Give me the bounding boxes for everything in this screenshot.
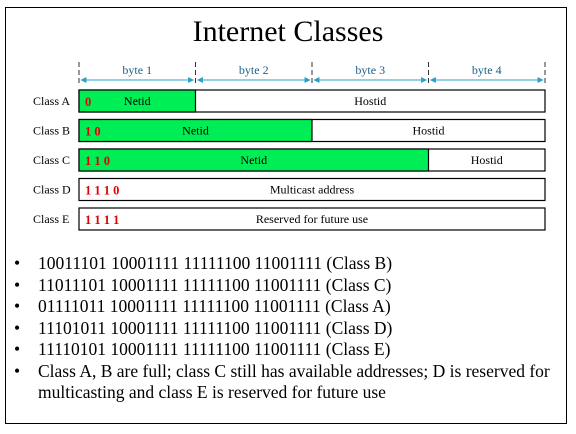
bullet-item: • Class A, B are full; class C still has … bbox=[14, 361, 562, 404]
bullet-dot: • bbox=[14, 253, 21, 273]
class-label: Class C bbox=[33, 153, 70, 167]
class-label: Class B bbox=[33, 124, 70, 138]
class-prefix-bits: 1 0 bbox=[85, 125, 101, 139]
bullet-dot: • bbox=[14, 360, 21, 381]
bullet-dot: • bbox=[14, 274, 21, 295]
bullet-text: 10011101 10001111 11111100 11001111 (Cla… bbox=[38, 253, 393, 273]
byte-label: byte 2 bbox=[239, 63, 269, 77]
address-box bbox=[78, 177, 546, 202]
slide-title: Internet Classes bbox=[192, 15, 384, 48]
bullet-item: • 11110101 10001111 11111100 11001111 (Cl… bbox=[14, 339, 562, 361]
field-label: Multicast address bbox=[270, 183, 355, 197]
hostid-label: Hostid bbox=[471, 153, 503, 167]
netid-label: Netid bbox=[182, 124, 209, 138]
netid-field bbox=[78, 89, 197, 113]
bullet-text: 11110101 10001111 11111100 11001111 (Cla… bbox=[38, 339, 391, 359]
class-row: Class C Netid Hostid 1 1 0 bbox=[33, 148, 546, 172]
byte-label: byte 1 bbox=[122, 63, 152, 77]
bullet-item: • 11011101 10001111 11111100 11001111 (Cl… bbox=[14, 275, 562, 297]
class-label: Class A bbox=[33, 94, 70, 108]
class-prefix-bits: 1 1 0 bbox=[85, 154, 110, 168]
class-prefix-bits: 1 1 1 1 bbox=[85, 213, 119, 227]
bullet-item: • 10011101 10001111 11111100 11001111 (Cl… bbox=[14, 253, 562, 275]
class-diagram: byte 1 byte 2 byte 3 byte 4 Class A Netid Hos… bbox=[33, 62, 546, 231]
class-row: Class A Netid Hostid 0 bbox=[33, 89, 546, 113]
class-label: Class D bbox=[33, 183, 71, 197]
bullet-dot: • bbox=[14, 296, 21, 316]
class-prefix-bits: 1 1 1 0 bbox=[85, 184, 119, 198]
bullet-dot: • bbox=[14, 317, 21, 338]
hostid-label: Hostid bbox=[354, 94, 386, 108]
netid-label: Netid bbox=[240, 153, 267, 167]
class-row: Class D Multicast address 1 1 1 0 bbox=[33, 177, 546, 202]
byte-header: byte 1 byte 2 byte 3 byte 4 bbox=[78, 62, 546, 86]
class-row: Class B Netid Hostid 1 0 bbox=[33, 118, 546, 143]
hostid-label: Hostid bbox=[412, 124, 444, 138]
netid-field bbox=[78, 148, 430, 172]
slide-frame bbox=[5, 7, 567, 424]
bullet-item: • 11101011 10001111 11111100 11001111 (Cl… bbox=[14, 318, 562, 340]
bullet-dot: • bbox=[14, 339, 21, 359]
bullet-list: • 10011101 10001111 11111100 11001111 (Cl… bbox=[14, 253, 562, 404]
byte-label: byte 4 bbox=[472, 63, 502, 77]
bullet-text: 11011101 10001111 11111100 11001111 (Cla… bbox=[38, 274, 392, 295]
field-label: Reserved for future use bbox=[256, 212, 368, 226]
netid-field bbox=[78, 118, 313, 143]
byte-label: byte 3 bbox=[355, 63, 385, 77]
address-box bbox=[78, 207, 546, 231]
class-prefix-bits: 0 bbox=[85, 95, 91, 109]
bullet-text: 11101011 10001111 11111100 11001111 (Cla… bbox=[38, 317, 393, 338]
netid-label: Netid bbox=[124, 94, 151, 108]
bullet-text: Class A, B are full; class C still has a… bbox=[38, 360, 550, 403]
bullet-text: 01111011 10001111 11111100 11001111 (Cla… bbox=[38, 296, 391, 316]
bullet-item: • 01111011 10001111 11111100 11001111 (Cl… bbox=[14, 296, 562, 318]
class-rows: Class A Netid Hostid 0 Class B Netid Hostid 1 0… bbox=[33, 89, 546, 231]
class-label: Class E bbox=[33, 212, 69, 226]
class-row: Class E Reserved for future use 1 1 1 1 bbox=[33, 207, 546, 231]
